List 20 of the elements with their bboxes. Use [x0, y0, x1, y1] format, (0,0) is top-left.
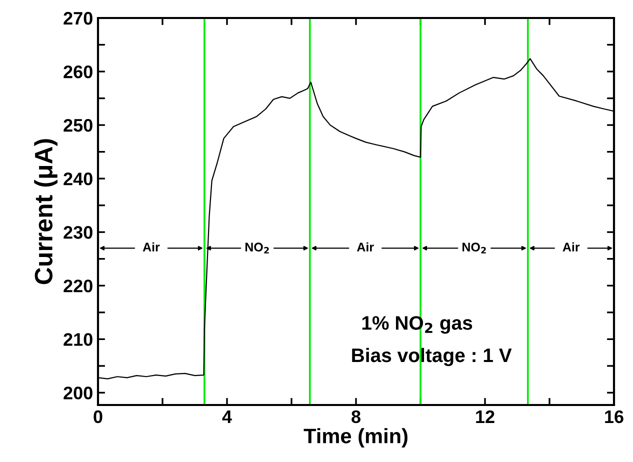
y-tick-label: 240	[64, 172, 92, 186]
annotation: NO$_{2}$	[245, 242, 269, 254]
annotation: Air	[562, 242, 580, 252]
annotation: Air	[356, 242, 374, 252]
y-tick-label: 200	[64, 386, 92, 400]
y-tick-label: 220	[64, 280, 92, 292]
x-tick-label: 4	[222, 410, 232, 423]
y-tick-label: 260	[64, 65, 92, 78]
annotation: NO$_{2}$	[462, 242, 486, 254]
x-tick-label: 0	[94, 410, 102, 424]
y-tick-label: 230	[64, 226, 92, 239]
x-tick-label: 16	[605, 410, 624, 424]
annotation: Air	[142, 242, 160, 252]
y-tick-label: 210	[64, 333, 92, 346]
x-axis-title: Time (min)	[304, 428, 408, 448]
x-tick-label: 12	[476, 410, 494, 423]
y-tick-label: 250	[64, 118, 92, 132]
y-axis-title: Current (μA)	[34, 139, 58, 284]
x-tick-label: 8	[352, 410, 360, 424]
y-tick-label: 270	[64, 12, 92, 25]
